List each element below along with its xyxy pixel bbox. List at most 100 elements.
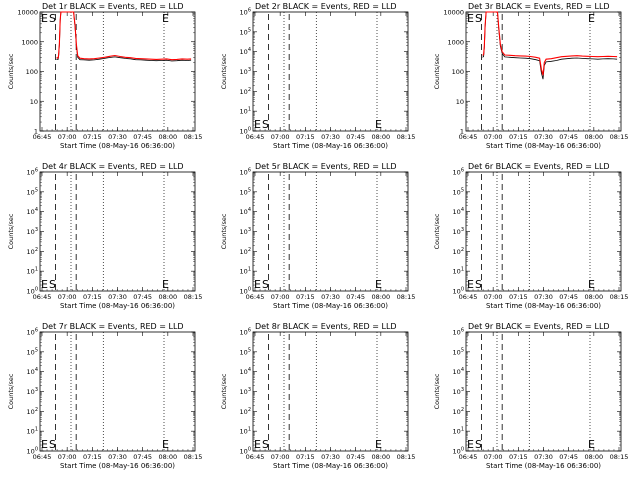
y-tick-label: 1000 bbox=[447, 38, 464, 46]
x-tick-label: 07:45 bbox=[133, 293, 152, 301]
x-tick-label: 06:45 bbox=[33, 453, 52, 461]
y-tick-label: 104 bbox=[453, 207, 464, 216]
y-tick-label: 105 bbox=[240, 347, 251, 356]
end-marker-label-left: E bbox=[41, 278, 48, 291]
x-axis-label: Start Time (08-May-16 06:36:00) bbox=[486, 302, 601, 310]
y-tick-label: 101 bbox=[27, 427, 38, 436]
x-tick-label: 08:15 bbox=[610, 293, 629, 301]
y-tick-label: 101 bbox=[453, 267, 464, 276]
y-tick-label: 100 bbox=[453, 287, 464, 296]
x-tick-label: 07:45 bbox=[133, 133, 152, 141]
x-tick-label: 08:15 bbox=[610, 453, 629, 461]
x-axis-label: Start Time (08-May-16 06:36:00) bbox=[486, 462, 601, 470]
x-tick-label: 07:30 bbox=[534, 453, 553, 461]
x-tick-label: 07:30 bbox=[321, 293, 340, 301]
y-tick-label: 101 bbox=[240, 267, 251, 276]
y-tick-label: 102 bbox=[453, 247, 464, 256]
panel-title: Det 5r BLACK = Events, RED = LLD bbox=[255, 162, 397, 171]
y-tick-label: 100 bbox=[453, 447, 464, 456]
y-tick-label: 100 bbox=[26, 68, 38, 76]
y-tick-label: 104 bbox=[27, 367, 38, 376]
y-axis-label: Counts/sec bbox=[220, 53, 228, 89]
plot-frame bbox=[252, 11, 409, 132]
panel-det-4r: Det 4r BLACK = Events, RED = LLD Counts/s… bbox=[7, 162, 202, 310]
x-tick-label: 07:30 bbox=[108, 293, 127, 301]
y-tick-label: 101 bbox=[240, 427, 251, 436]
y-tick-label: 104 bbox=[453, 367, 464, 376]
x-tick-label: 06:45 bbox=[459, 453, 478, 461]
y-tick-label: 105 bbox=[240, 27, 251, 36]
panel-det-3r: Det 3r BLACK = Events, RED = LLD Counts/s… bbox=[433, 2, 628, 150]
plot-frame bbox=[465, 331, 622, 452]
x-tick-label: 06:45 bbox=[246, 293, 265, 301]
x-tick-label: 07:45 bbox=[559, 453, 578, 461]
y-axis-label: Counts/sec bbox=[433, 213, 441, 249]
y-tick-label: 106 bbox=[27, 168, 38, 177]
x-tick-label: 07:30 bbox=[321, 453, 340, 461]
x-tick-label: 07:45 bbox=[346, 293, 365, 301]
y-tick-label: 10 bbox=[456, 98, 464, 106]
y-tick-label: 105 bbox=[240, 187, 251, 196]
y-axis-label: Counts/sec bbox=[220, 373, 228, 409]
panel-det-8r: Det 8r BLACK = Events, RED = LLD Counts/s… bbox=[220, 322, 415, 470]
y-tick-label: 1 bbox=[460, 128, 464, 136]
y-tick-label: 100 bbox=[240, 127, 251, 136]
x-tick-label: 08:00 bbox=[158, 453, 177, 461]
events-series-line bbox=[56, 11, 192, 62]
end-marker-label-left: E bbox=[254, 438, 261, 451]
y-tick-label: 103 bbox=[27, 387, 38, 396]
x-tick-label: 08:00 bbox=[158, 133, 177, 141]
y-tick-label: 100 bbox=[240, 447, 251, 456]
y-tick-label: 100 bbox=[452, 68, 464, 76]
x-tick-label: 08:00 bbox=[371, 293, 390, 301]
panel-title: Det 6r BLACK = Events, RED = LLD bbox=[468, 162, 610, 171]
x-tick-label: 07:30 bbox=[108, 133, 127, 141]
end-marker-label: E bbox=[162, 12, 169, 25]
end-marker-label: E bbox=[588, 438, 595, 451]
y-tick-label: 104 bbox=[240, 47, 251, 56]
y-tick-label: 103 bbox=[453, 227, 464, 236]
end-marker-label-left: E bbox=[41, 12, 48, 25]
x-tick-label: 07:30 bbox=[534, 133, 553, 141]
start-marker-label: S bbox=[475, 278, 482, 291]
panel-title: Det 1r BLACK = Events, RED = LLD bbox=[42, 2, 184, 11]
x-tick-label: 06:45 bbox=[246, 453, 265, 461]
y-tick-label: 101 bbox=[27, 267, 38, 276]
end-marker-label-left: E bbox=[254, 118, 261, 131]
x-tick-label: 06:45 bbox=[459, 133, 478, 141]
end-marker-label: E bbox=[162, 438, 169, 451]
y-tick-label: 102 bbox=[240, 247, 251, 256]
x-tick-label: 07:00 bbox=[484, 133, 503, 141]
y-tick-label: 105 bbox=[453, 347, 464, 356]
x-tick-label: 07:15 bbox=[509, 293, 528, 301]
y-tick-label: 103 bbox=[453, 387, 464, 396]
x-axis-label: Start Time (08-May-16 06:36:00) bbox=[273, 142, 388, 150]
y-tick-label: 103 bbox=[27, 227, 38, 236]
x-tick-label: 08:15 bbox=[397, 293, 416, 301]
x-tick-label: 07:00 bbox=[271, 133, 290, 141]
y-tick-label: 106 bbox=[240, 8, 251, 17]
end-marker-label: E bbox=[588, 12, 595, 25]
x-tick-label: 07:15 bbox=[296, 453, 315, 461]
x-tick-label: 08:00 bbox=[584, 453, 603, 461]
x-tick-label: 07:45 bbox=[559, 293, 578, 301]
end-marker-label-left: E bbox=[467, 278, 474, 291]
x-tick-label: 06:45 bbox=[459, 293, 478, 301]
y-tick-label: 100 bbox=[27, 287, 38, 296]
x-tick-label: 07:15 bbox=[83, 133, 102, 141]
lld-series-line bbox=[482, 11, 618, 76]
x-tick-label: 08:00 bbox=[584, 293, 603, 301]
x-axis-label: Start Time (08-May-16 06:36:00) bbox=[273, 302, 388, 310]
y-tick-label: 103 bbox=[240, 387, 251, 396]
x-tick-label: 08:00 bbox=[371, 133, 390, 141]
end-marker-label: E bbox=[588, 278, 595, 291]
panel-title: Det 7r BLACK = Events, RED = LLD bbox=[42, 322, 184, 331]
y-tick-label: 104 bbox=[27, 207, 38, 216]
start-marker-label: S bbox=[262, 118, 269, 131]
x-tick-label: 07:00 bbox=[58, 293, 77, 301]
x-tick-label: 07:30 bbox=[321, 133, 340, 141]
x-tick-label: 06:45 bbox=[33, 293, 52, 301]
panel-det-2r: Det 2r BLACK = Events, RED = LLD Counts/s… bbox=[220, 2, 415, 150]
x-tick-label: 08:15 bbox=[397, 453, 416, 461]
start-marker-label: S bbox=[262, 438, 269, 451]
